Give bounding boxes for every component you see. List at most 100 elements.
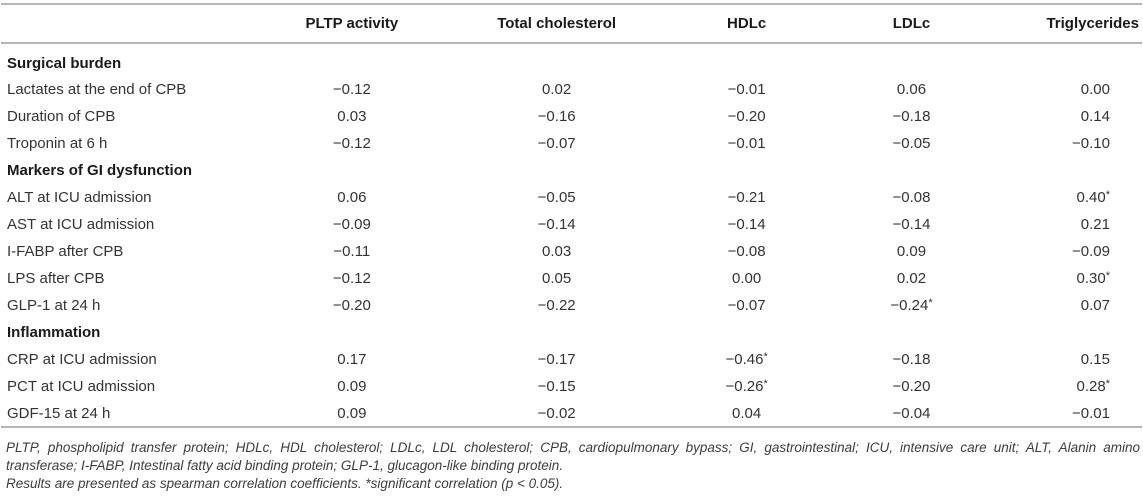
cell-value: 0.21	[1080, 216, 1110, 233]
cell-value: 0.06	[337, 189, 367, 206]
cell-value: −0.01	[1072, 404, 1110, 422]
cell-value: −0.02	[537, 404, 576, 422]
table-row: GDF-15 at 24 h 0.09 −0.02 0.04 −0.04 −0.01	[1, 400, 1142, 427]
cell-value: −0.26*	[725, 378, 768, 395]
row-label: I-FABP after CPB	[7, 243, 124, 260]
cell-value: −0.11	[333, 243, 371, 260]
header-row: PLTP activity Total cholesterol HDLc LDLc Tr…	[1, 4, 1142, 44]
significance-asterisk: *	[763, 351, 768, 363]
table-footnotes: PLTP, phospholipid transfer protein; HDL…	[1, 428, 1142, 493]
cell-value: −0.12	[332, 135, 371, 152]
cell-value: 0.05	[542, 270, 572, 287]
row-label: LPS after CPB	[7, 270, 105, 287]
row-label: GLP-1 at 24 h	[7, 297, 101, 314]
cell-value: −0.10	[1072, 135, 1110, 152]
cell-value: −0.14	[892, 216, 931, 233]
results-footnote: Results are presented as spearman correl…	[6, 476, 564, 491]
cell-value: 0.09	[337, 404, 367, 422]
cell-value: −0.05	[892, 135, 931, 152]
cell-value: 0.02	[896, 270, 927, 287]
row-label: GDF-15 at 24 h	[7, 404, 111, 422]
cell-value: 0.40*	[1076, 189, 1110, 206]
table-row: GLP-1 at 24 h −0.20 −0.22 −0.07 −0.24* 0.07	[1, 292, 1142, 319]
cell-value: −0.16	[537, 108, 576, 125]
column-header: Total cholesterol	[451, 4, 662, 44]
section-header-row: Surgical burden	[1, 43, 1142, 76]
section-header-row: Markers of GI dysfunction	[1, 157, 1142, 184]
cell-value: −0.04	[892, 404, 931, 422]
cell-value: −0.18	[892, 108, 931, 125]
table-row: ALT at ICU admission 0.06 −0.05 −0.21 −0.08 0…	[1, 184, 1142, 211]
cell-value: −0.08	[727, 243, 766, 260]
table-row: Duration of CPB 0.03 −0.16 −0.20 −0.18 0.14	[1, 103, 1142, 130]
cell-value: −0.15	[537, 378, 576, 395]
section-header: Markers of GI dysfunction	[7, 162, 193, 179]
column-header: LDLc	[831, 4, 992, 44]
significance-asterisk: *	[1105, 189, 1110, 201]
cell-value: −0.01	[727, 135, 766, 152]
corner-cell	[1, 4, 253, 44]
cell-value: −0.22	[537, 297, 576, 314]
cell-value: 0.04	[732, 404, 762, 422]
cell-value: −0.24*	[890, 297, 933, 314]
table-row: CRP at ICU admission 0.17 −0.17 −0.46* −0.18…	[1, 346, 1142, 373]
table-header: PLTP activity Total cholesterol HDLc LDLc Tr…	[1, 4, 1142, 44]
cell-value: −0.20	[892, 378, 931, 395]
table-body: Surgical burden Lactates at the end of CP…	[1, 43, 1142, 427]
section-header: Inflammation	[7, 324, 101, 341]
significance-asterisk: *	[1105, 270, 1110, 282]
cell-value: −0.09	[332, 216, 371, 233]
cell-value: 0.15	[1080, 351, 1110, 368]
section-header-row: Inflammation	[1, 319, 1142, 346]
cell-value: −0.14	[537, 216, 576, 233]
column-header: PLTP activity	[252, 4, 452, 44]
table-row: PCT at ICU admission 0.09 −0.15 −0.26* −0.20…	[1, 373, 1142, 400]
cell-value: 0.00	[1080, 81, 1110, 98]
cell-value: −0.20	[727, 108, 766, 125]
cell-value: −0.12	[332, 81, 371, 98]
cell-value: 0.17	[337, 351, 367, 368]
cell-value: −0.07	[727, 297, 766, 314]
table-row: I-FABP after CPB −0.11 0.03 −0.08 0.09 −0.09	[1, 238, 1142, 265]
cell-value: 0.03	[542, 243, 572, 260]
cell-value: −0.21	[727, 189, 766, 206]
cell-value: −0.46*	[725, 351, 768, 368]
row-label: ALT at ICU admission	[7, 189, 152, 206]
column-header: Triglycerides	[991, 4, 1142, 44]
row-label: PCT at ICU admission	[7, 378, 156, 395]
cell-value: −0.09	[1072, 243, 1110, 260]
cell-value: 0.09	[337, 378, 367, 395]
cell-value: −0.12	[332, 270, 371, 287]
cell-value: −0.17	[537, 351, 576, 368]
correlation-table: PLTP activity Total cholesterol HDLc LDLc Tr…	[1, 3, 1142, 428]
cell-value: −0.20	[332, 297, 371, 314]
cell-value: −0.14	[727, 216, 766, 233]
cell-value: −0.05	[537, 189, 576, 206]
table-row: Lactates at the end of CPB −0.12 0.02 −0.01…	[1, 76, 1142, 103]
cell-value: 0.00	[732, 270, 762, 287]
cell-value: −0.08	[892, 189, 931, 206]
cell-value: 0.28*	[1076, 378, 1110, 395]
row-label: Duration of CPB	[7, 108, 116, 125]
row-label: AST at ICU admission	[7, 216, 155, 233]
cell-value: −0.18	[892, 351, 931, 368]
cell-value: 0.06	[896, 81, 927, 98]
paper-table-figure: PLTP activity Total cholesterol HDLc LDLc Tr…	[0, 3, 1143, 493]
table-row: LPS after CPB −0.12 0.05 0.00 0.02 0.30*	[1, 265, 1142, 292]
table-row: AST at ICU admission −0.09 −0.14 −0.14 −0.14…	[1, 211, 1142, 238]
row-label: Lactates at the end of CPB	[7, 81, 187, 98]
cell-value: 0.14	[1080, 108, 1110, 125]
cell-value: 0.09	[896, 243, 927, 260]
abbreviations-footnote: PLTP, phospholipid transfer protein; HDL…	[6, 440, 1140, 473]
cell-value: 0.02	[542, 81, 572, 98]
significance-asterisk: *	[1105, 378, 1110, 390]
significance-asterisk: *	[928, 297, 933, 309]
cell-value: 0.03	[337, 108, 367, 125]
cell-value: 0.07	[1080, 297, 1110, 314]
row-label: CRP at ICU admission	[7, 351, 157, 368]
table-row: Troponin at 6 h −0.12 −0.07 −0.01 −0.05 −0.10	[1, 130, 1142, 157]
significance-asterisk: *	[763, 378, 768, 390]
section-header: Surgical burden	[7, 54, 122, 72]
cell-value: 0.30*	[1076, 270, 1110, 287]
row-label: Troponin at 6 h	[7, 135, 108, 152]
